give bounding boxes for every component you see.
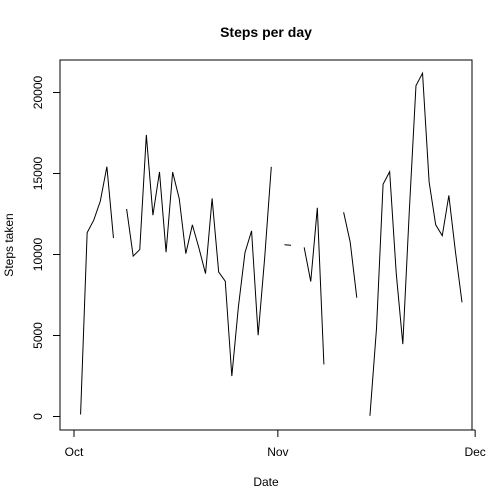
y-tick-label: 10000 xyxy=(31,237,45,271)
y-tick-label: 20000 xyxy=(31,75,45,109)
y-tick-label: 15000 xyxy=(31,156,45,190)
chart-title: Steps per day xyxy=(220,24,312,40)
y-tick-label: 0 xyxy=(31,413,45,420)
x-tick-label: Dec xyxy=(464,445,485,459)
series-layer xyxy=(80,71,463,416)
x-axis: Oct Nov Dec xyxy=(65,429,486,459)
y-axis: 0 5000 10000 15000 20000 xyxy=(31,75,61,420)
x-tick-label: Nov xyxy=(267,445,288,459)
y-tick-label: 5000 xyxy=(31,322,45,349)
series-line-segment xyxy=(303,207,325,365)
series-line-segment xyxy=(343,212,358,298)
y-axis-label: Steps taken xyxy=(2,213,16,276)
series-line-segment xyxy=(369,71,463,416)
x-axis-label: Date xyxy=(253,475,279,489)
series-line-segment xyxy=(80,166,114,415)
series-line-segment xyxy=(126,134,272,377)
x-tick-label: Oct xyxy=(65,445,84,459)
